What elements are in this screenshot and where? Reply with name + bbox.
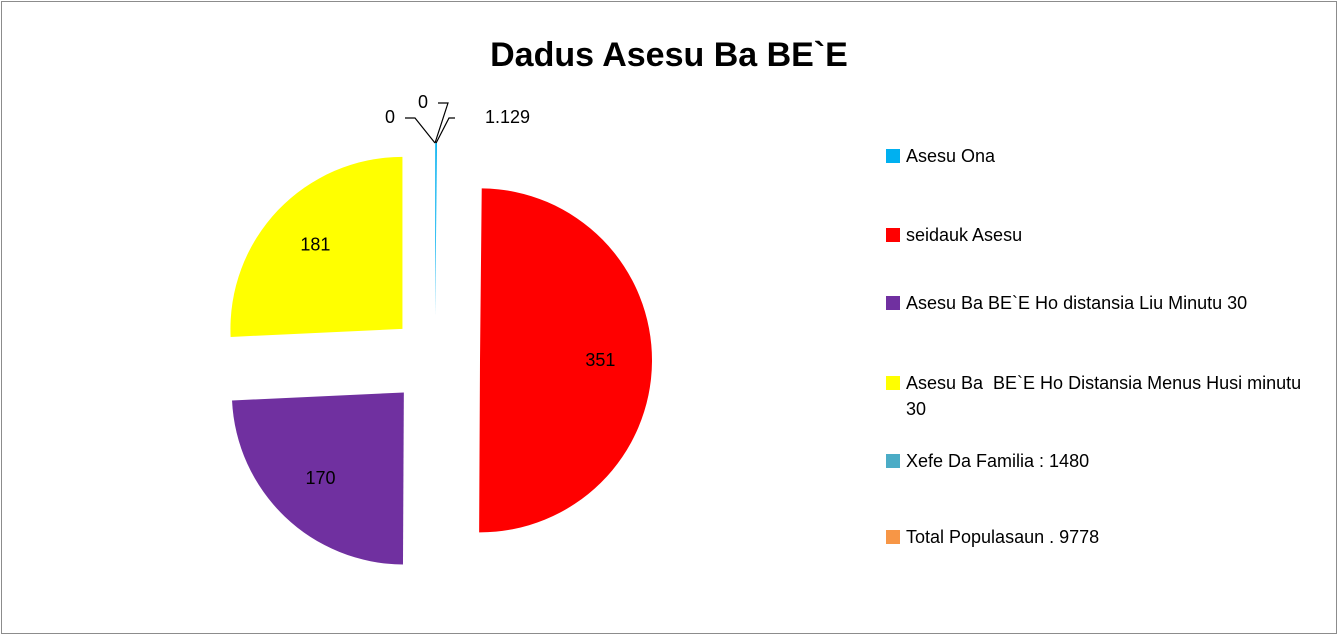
legend-item: Asesu Ba BE`E Ho Distansia Menus Husi mi… [886,370,1326,422]
leader-line [405,117,436,144]
legend-swatch [886,149,900,163]
pie-slice [232,392,404,565]
pie-slice [230,156,403,337]
data-label: 351 [585,350,615,370]
data-label: 170 [305,468,335,488]
chart-title: Dadus Asesu Ba BE`E [490,36,848,74]
legend-swatch [886,454,900,468]
legend-swatch [886,228,900,242]
legend-item: Asesu Ba BE`E Ho distansia Liu Minutu 30 [886,290,1326,316]
leader-line [434,102,449,144]
data-label: 1.129 [485,107,530,127]
data-label: 0 [385,107,395,127]
legend-label: Asesu Ba BE`E Ho Distansia Menus Husi mi… [906,373,1312,419]
legend-item: Asesu Ona [886,143,1326,169]
legend-swatch [886,376,900,390]
legend-label: Asesu Ona [906,146,996,166]
legend-swatch [886,530,900,544]
pie-slice [435,143,437,316]
data-label: 0 [418,92,428,112]
legend-label: Asesu Ba BE`E Ho distansia Liu Minutu 30 [906,293,1248,313]
legend-item: seidauk Asesu [886,222,1326,248]
legend-item: Xefe Da Familia : 1480 [886,448,1326,474]
data-label: 181 [300,235,330,255]
legend-label: Xefe Da Familia : 1480 [906,451,1090,471]
leader-line [435,117,455,144]
legend-item: Total Populasaun . 9778 [886,524,1326,550]
legend-swatch [886,296,900,310]
legend-label: Total Populasaun . 9778 [906,527,1100,547]
legend-label: seidauk Asesu [906,225,1023,245]
pie-slice [479,188,653,533]
